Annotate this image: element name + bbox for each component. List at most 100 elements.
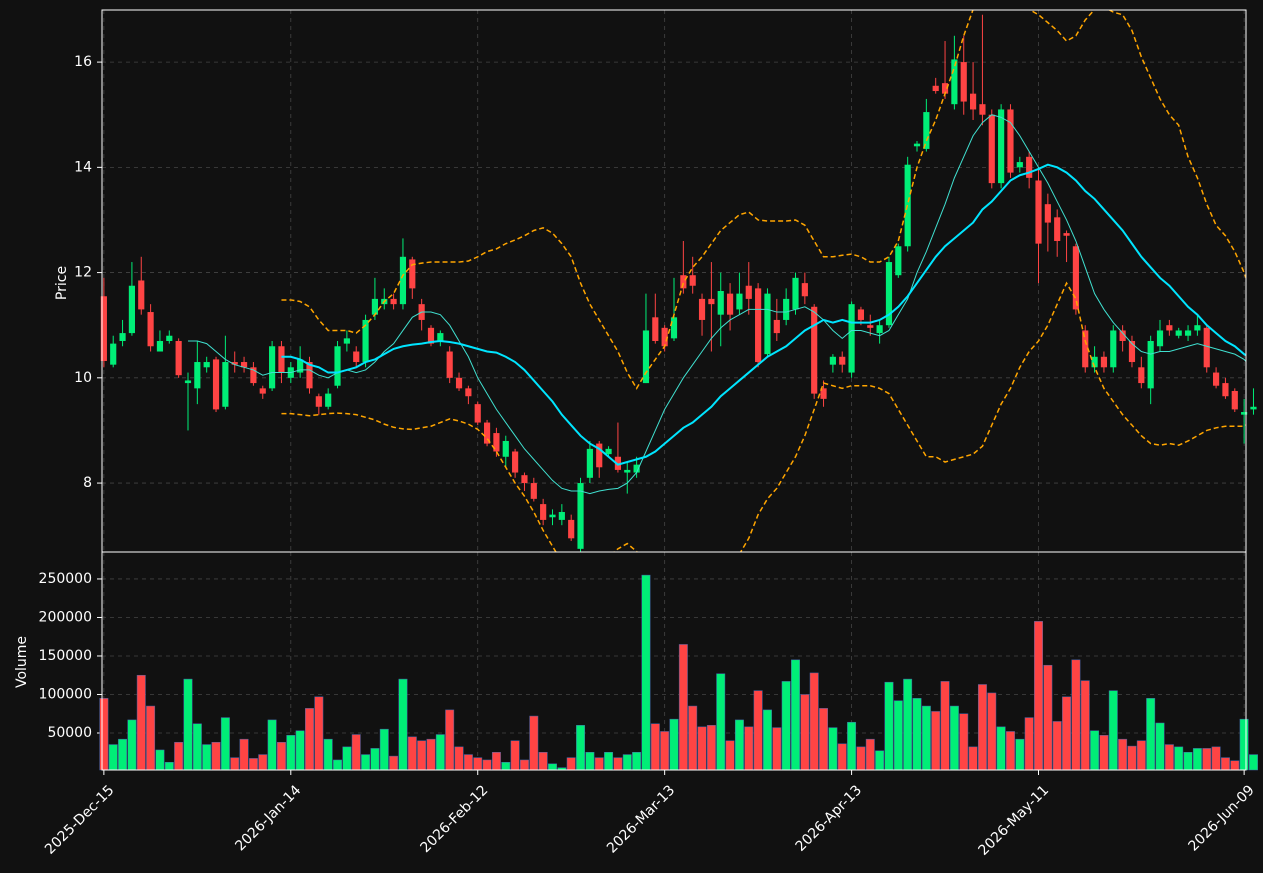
candle-body bbox=[801, 283, 808, 297]
volume-bar bbox=[716, 673, 726, 771]
volume-bar bbox=[164, 762, 174, 771]
candle-body bbox=[427, 327, 435, 344]
candle-body bbox=[680, 275, 687, 289]
candle-body bbox=[353, 351, 360, 363]
candle-body bbox=[876, 325, 883, 334]
candle-body bbox=[278, 346, 285, 373]
candle-body bbox=[1100, 356, 1108, 368]
candle-body bbox=[1138, 367, 1145, 384]
candle-body bbox=[1231, 390, 1238, 410]
candle-body bbox=[1175, 330, 1182, 336]
candle-body bbox=[670, 317, 678, 339]
candle-body bbox=[1147, 340, 1154, 389]
volume-bar bbox=[1062, 696, 1072, 771]
candle-body bbox=[596, 443, 603, 468]
candle-body bbox=[231, 362, 238, 365]
volume-bar bbox=[1230, 760, 1240, 771]
candle-body bbox=[399, 256, 407, 305]
volume-bar bbox=[155, 749, 165, 771]
volume-bar bbox=[753, 690, 763, 771]
candle-body bbox=[371, 298, 378, 315]
volume-bar bbox=[959, 713, 969, 771]
grid bbox=[97, 10, 1246, 775]
volume-bar bbox=[734, 719, 744, 771]
volume-bar bbox=[1071, 659, 1081, 771]
volume-bar bbox=[276, 741, 286, 771]
volume-bar bbox=[763, 709, 772, 771]
volume-bar bbox=[1127, 745, 1137, 771]
volume-bar bbox=[482, 759, 492, 771]
volume-bar bbox=[548, 763, 557, 771]
candle-body bbox=[568, 519, 575, 539]
volume-bar bbox=[1034, 621, 1043, 771]
candle-body bbox=[334, 346, 341, 386]
volume-bar bbox=[1192, 748, 1202, 771]
volume-bar bbox=[454, 746, 464, 771]
volume-bar bbox=[136, 674, 146, 771]
candle-body bbox=[624, 469, 631, 473]
candle-body bbox=[577, 483, 584, 549]
candle-body bbox=[437, 333, 444, 341]
volume-bar bbox=[220, 717, 230, 771]
candle-body bbox=[1026, 156, 1033, 178]
candle-body bbox=[783, 298, 790, 320]
candle-body bbox=[222, 362, 229, 407]
volume-bar bbox=[949, 705, 959, 771]
candle-body bbox=[1241, 412, 1248, 415]
candle-body bbox=[736, 293, 743, 310]
volume-bar bbox=[435, 734, 445, 771]
candle-body bbox=[1203, 327, 1210, 368]
volume-bar bbox=[202, 744, 212, 771]
candle-body bbox=[951, 59, 958, 105]
candle-body bbox=[540, 504, 547, 520]
candle-body bbox=[409, 259, 416, 289]
candle-body bbox=[811, 306, 818, 394]
volume-bar bbox=[108, 744, 118, 771]
volume-bar bbox=[192, 723, 202, 771]
candle-body bbox=[558, 512, 565, 520]
volume-bar bbox=[1164, 744, 1174, 771]
candle-body bbox=[661, 327, 668, 347]
candle-body bbox=[1072, 246, 1079, 310]
candle-body bbox=[829, 356, 836, 365]
candle-body bbox=[698, 298, 706, 320]
candle-body bbox=[474, 404, 481, 423]
volume-bar bbox=[847, 721, 857, 771]
candle-body bbox=[764, 293, 771, 355]
y-tick-label: 10 bbox=[74, 370, 92, 386]
volume-bar bbox=[977, 684, 987, 771]
candle-body bbox=[1128, 340, 1136, 363]
candle-body bbox=[932, 85, 939, 92]
volume-bar bbox=[772, 727, 782, 771]
candle-body bbox=[857, 309, 865, 320]
candle-body bbox=[493, 433, 500, 452]
volume-bar bbox=[865, 738, 875, 771]
volume-bar bbox=[1006, 731, 1015, 771]
candle-body bbox=[792, 277, 799, 310]
y-tick-label: 16 bbox=[74, 54, 92, 70]
candle-body bbox=[1110, 330, 1117, 368]
volume-bar bbox=[791, 659, 800, 771]
candle-body bbox=[446, 351, 453, 378]
volume-bar bbox=[258, 754, 268, 771]
y-tick-label: 8 bbox=[83, 475, 92, 491]
candle-body bbox=[1250, 406, 1257, 410]
y-tick-label: 14 bbox=[74, 159, 92, 175]
volume-bar bbox=[1249, 754, 1258, 771]
volume-bar bbox=[118, 738, 128, 771]
volume-bar bbox=[351, 734, 361, 771]
volume-bar bbox=[445, 709, 455, 771]
candle-body bbox=[755, 288, 762, 363]
volume-bar bbox=[566, 757, 576, 771]
volume-bar bbox=[361, 754, 371, 771]
volume-bar bbox=[342, 746, 352, 771]
volume-bar bbox=[1108, 690, 1118, 771]
overlay-line bbox=[281, 281, 1246, 552]
volume-bar bbox=[1220, 757, 1230, 771]
volume-bar bbox=[744, 726, 754, 771]
volume-bar bbox=[286, 735, 296, 771]
volume-bar bbox=[1015, 738, 1025, 771]
volume-tick-label: 100000 bbox=[39, 686, 92, 702]
candle-body bbox=[306, 362, 313, 389]
